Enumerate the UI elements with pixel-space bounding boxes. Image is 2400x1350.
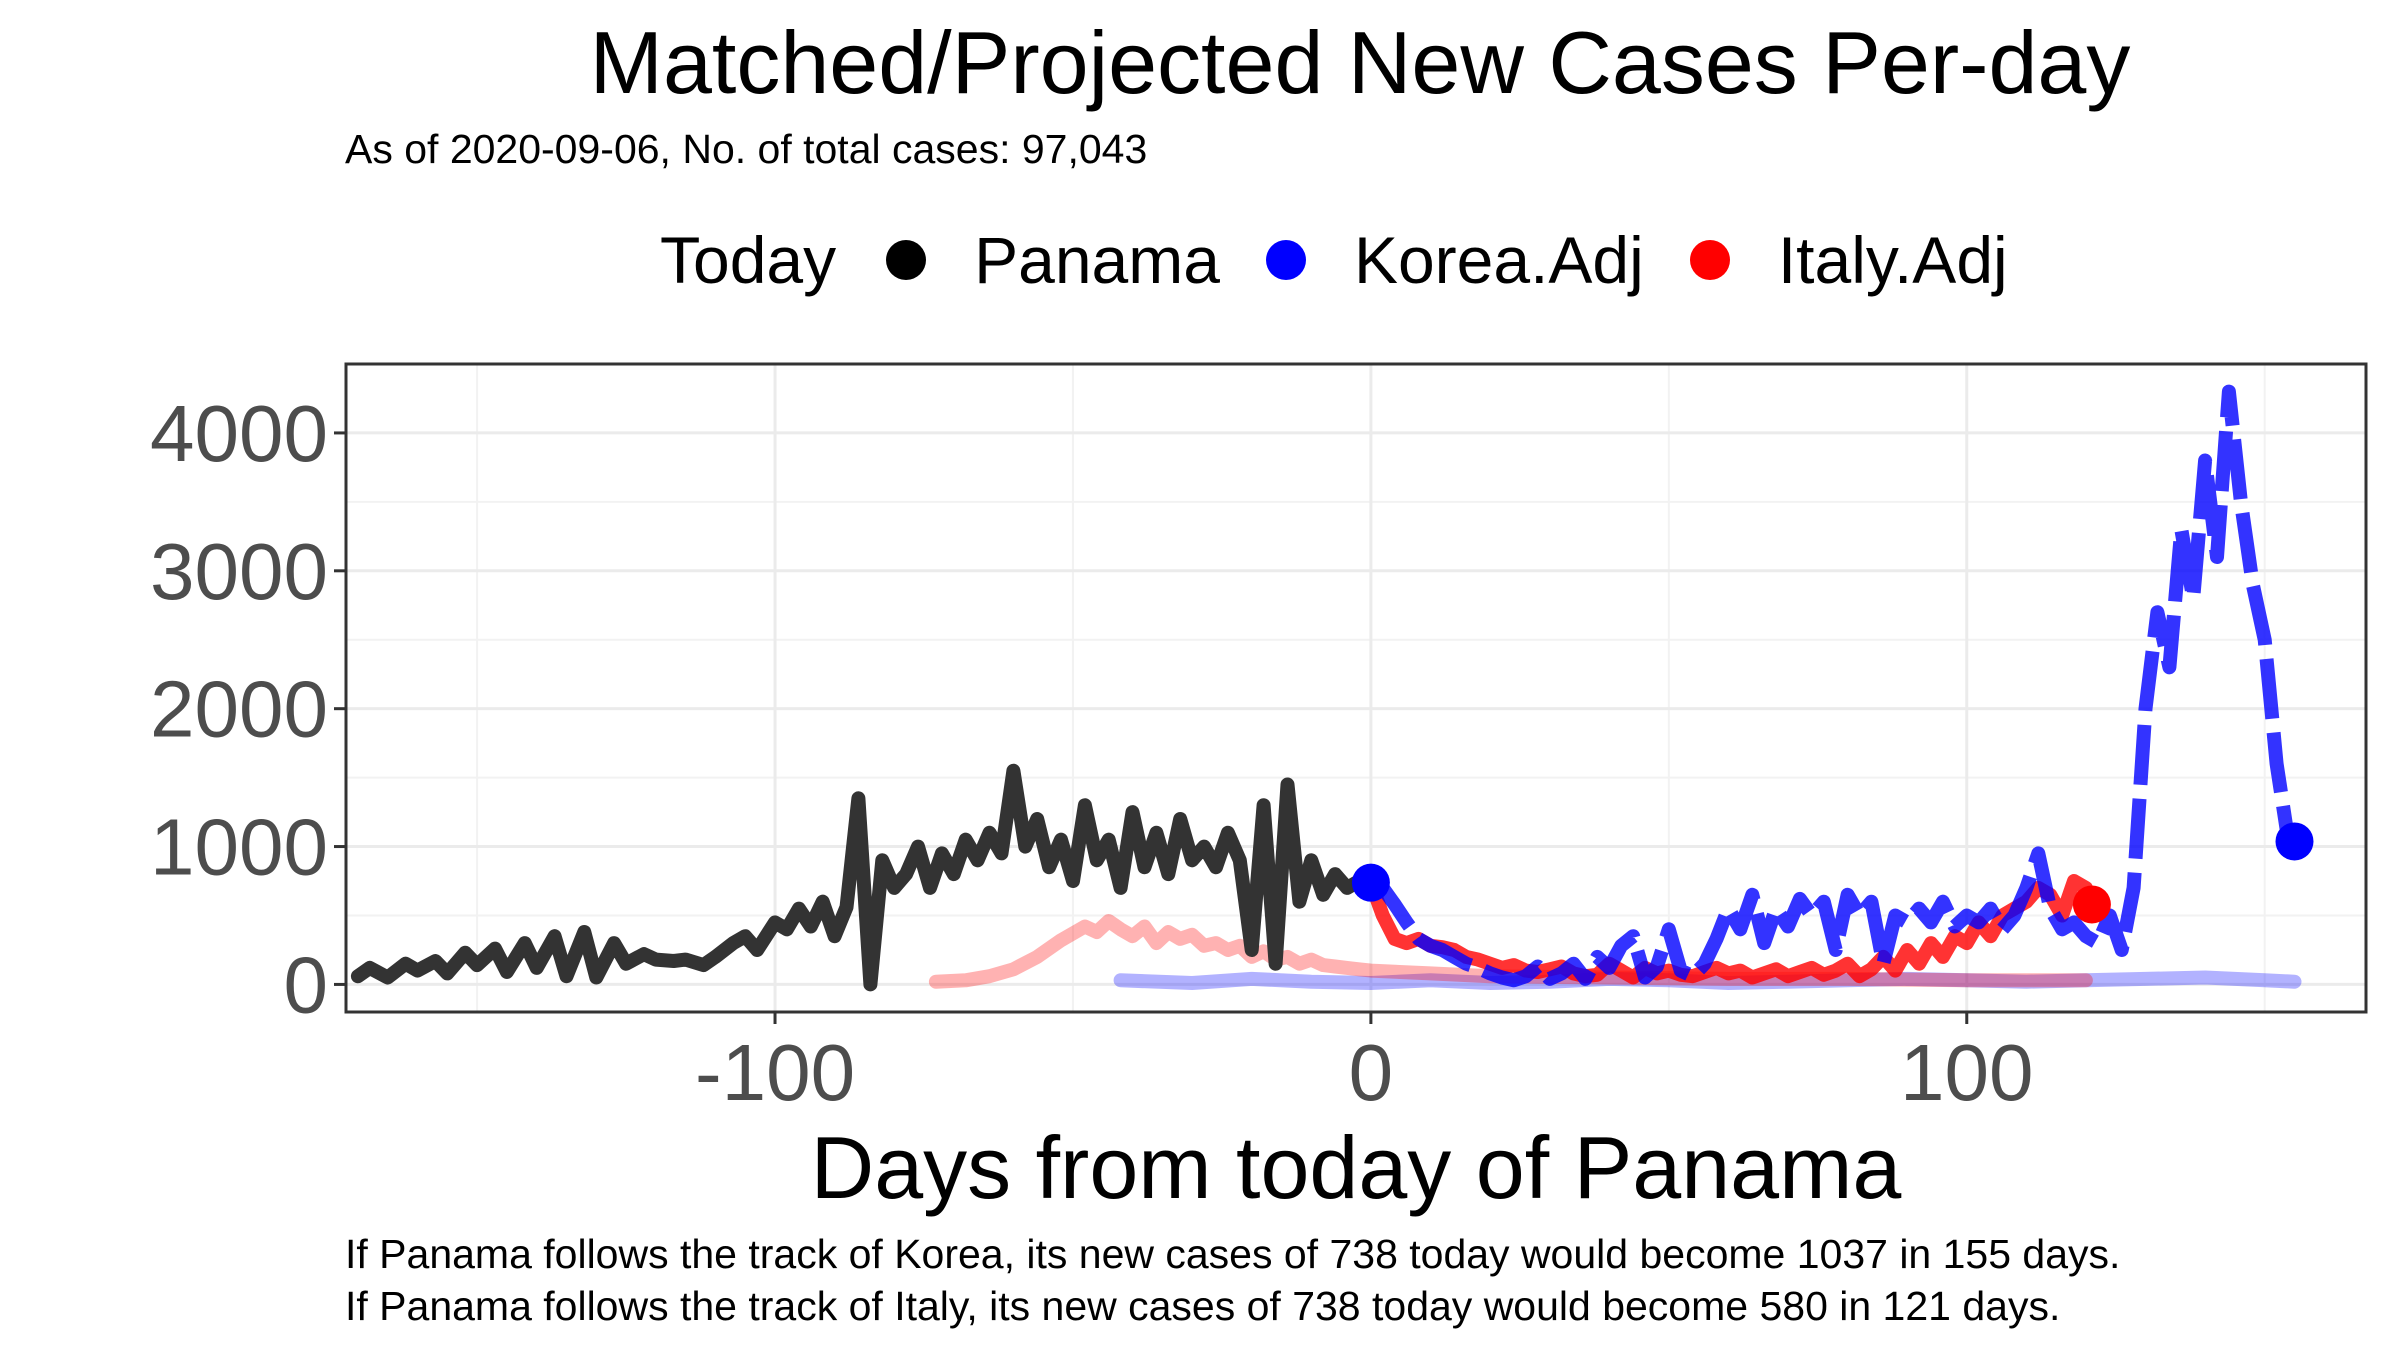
caption-block: If Panama follows the track of Korea, it… [345, 1228, 2120, 1332]
series-layer [350, 384, 2302, 992]
y-tick-label: 1000 [150, 803, 328, 892]
legend-item-panama: Panama [886, 222, 1220, 298]
x-tick-label: 0 [1349, 1028, 1394, 1117]
legend-item-korea: Korea.Adj [1265, 222, 1644, 298]
series-line-panama [350, 763, 1378, 992]
today-points-layer [1351, 822, 2314, 924]
legend: Today Panama Korea.Adj Italy.Adj [660, 215, 2054, 305]
chart-title: Matched/Projected New Cases Per-day [589, 13, 2131, 112]
series-line-italy-adj-matched [928, 914, 2093, 989]
legend-label-italy: Italy.Adj [1777, 223, 2008, 297]
plot-panel-border [344, 362, 2368, 1014]
x-tick-label: 100 [1900, 1028, 2033, 1117]
legend-title: Today [660, 223, 837, 297]
today-point-korea-adj [1351, 863, 1390, 902]
y-tick-label: 4000 [150, 389, 328, 478]
caption-korea: If Panama follows the track of Korea, it… [345, 1231, 2121, 1277]
today-point-korea-adj [2275, 822, 2314, 861]
series-line-korea-adj-matched [1113, 970, 2302, 990]
series-line-italy-adj-projection [1363, 874, 2099, 985]
y-tick-label: 2000 [150, 665, 328, 754]
legend-label-panama: Panama [974, 223, 1220, 297]
x-axis-title: Days from today of Panama [811, 1118, 1902, 1217]
legend-dot-panama [886, 240, 927, 280]
caption-italy: If Panama follows the track of Italy, it… [345, 1283, 2061, 1329]
legend-item-italy: Italy.Adj [1689, 222, 2008, 298]
today-point-italy-adj [2072, 885, 2111, 924]
chart-subtitle: As of 2020-09-06, No. of total cases: 97… [345, 126, 1148, 172]
series-line-korea-adj-projection [1368, 384, 2296, 988]
y-tick-label: 3000 [150, 527, 328, 616]
legend-dot-italy [1689, 240, 1730, 280]
y-tick-label: 0 [284, 940, 329, 1029]
x-tick-label: -100 [695, 1028, 855, 1117]
legend-dot-korea [1265, 240, 1306, 280]
legend-label-korea: Korea.Adj [1353, 223, 1644, 297]
